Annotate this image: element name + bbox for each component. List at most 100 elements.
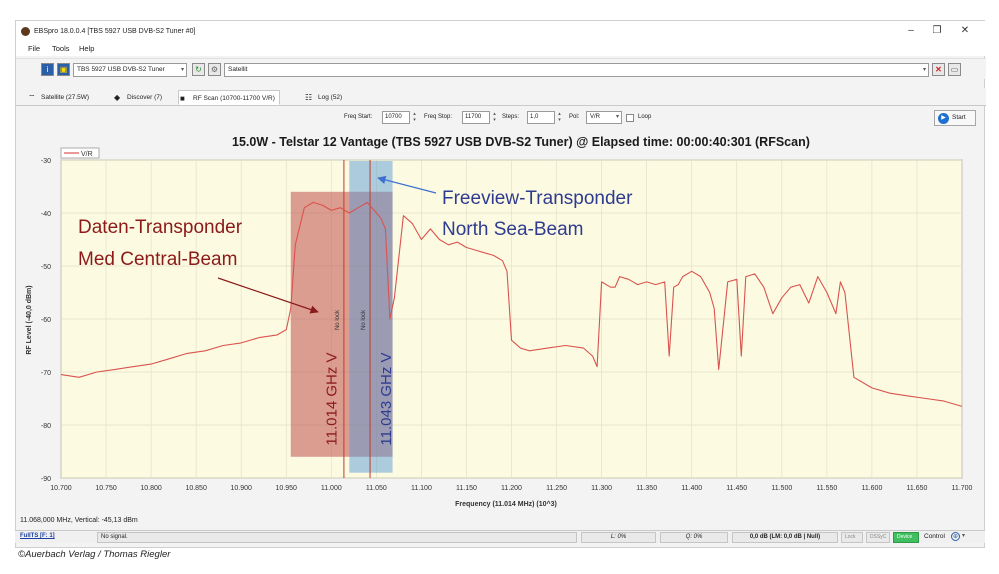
rf-scan-chart[interactable]: No lock 11.014 GHz V No lock 11.043 GHz V 1… bbox=[0, 128, 999, 523]
loop-label: Loop bbox=[638, 114, 652, 120]
y-tick-label: -90 bbox=[41, 476, 51, 483]
tuner-select-value: TBS 5927 USB DVB-S2 Tuner bbox=[77, 66, 165, 73]
freq-stop-stepper[interactable]: ▴ ▾ bbox=[493, 111, 496, 123]
minimize-button[interactable]: – bbox=[908, 25, 914, 36]
steps-label: Steps: bbox=[502, 114, 520, 120]
binoculars-icon: ◆ bbox=[114, 93, 121, 102]
close-button[interactable]: ✕ bbox=[960, 25, 970, 36]
control-dropdown-icon[interactable]: ⊕ bbox=[951, 532, 960, 541]
annotation-daten-line2: Med Central-Beam bbox=[78, 249, 237, 270]
x-tick-label: 11.500 bbox=[771, 485, 792, 492]
legend: V/R bbox=[60, 147, 100, 159]
freq-start-input[interactable]: 10700 bbox=[382, 111, 410, 124]
freq-start-stepper[interactable]: ▴ ▾ bbox=[413, 111, 416, 123]
x-tick-label: 10.950 bbox=[276, 485, 298, 492]
start-button-label: Start bbox=[952, 114, 966, 121]
x-tick-label: 11.250 bbox=[546, 485, 567, 492]
tuner-select[interactable]: TBS 5927 USB DVB-S2 Tuner ▾ bbox=[73, 63, 187, 77]
tab-label: Discover (7) bbox=[127, 94, 163, 101]
x-tick-label: 11.200 bbox=[501, 485, 522, 492]
x-tick-label: 11.650 bbox=[907, 485, 928, 492]
x-tick-label: 10.700 bbox=[50, 485, 72, 492]
snr-status: 0,0 dB (LM: 0,0 dB | Null) bbox=[732, 532, 838, 543]
x-tick-label: 11.000 bbox=[321, 485, 342, 492]
legend-box bbox=[60, 147, 100, 159]
y-tick-label: -30 bbox=[41, 158, 51, 165]
tab-rf-scan[interactable]: ■ RF Scan (10700-11700 V/R) bbox=[178, 90, 280, 105]
lock-icon[interactable]: ▣ bbox=[57, 63, 70, 76]
freq-stop-input[interactable]: 11700 bbox=[462, 111, 490, 124]
satellite-dish-icon: ⌔ bbox=[28, 93, 36, 102]
info-icon[interactable]: i bbox=[41, 63, 54, 76]
x-tick-label: 10.750 bbox=[95, 485, 117, 492]
x-tick-label: 11.550 bbox=[816, 485, 837, 492]
tab-bar: ⌔ Satellite (27.5W) ◆ Discover (7) ■ RF … bbox=[16, 88, 986, 106]
annotation-daten-line1: Daten-Transponder bbox=[78, 217, 243, 238]
menu-file[interactable]: File bbox=[28, 44, 41, 53]
y-tick-label: -70 bbox=[41, 370, 51, 377]
transponder-lock-status: No lock bbox=[335, 309, 341, 330]
cursor-readout: 11.068,000 MHz, Vertical: -45,13 dBm bbox=[20, 517, 138, 524]
tab-satellite[interactable]: ⌔ Satellite (27.5W) bbox=[27, 90, 89, 105]
start-button[interactable]: ▶ Start bbox=[934, 110, 976, 126]
x-tick-label: 11.150 bbox=[456, 485, 477, 492]
x-tick-label: 11.450 bbox=[726, 485, 747, 492]
transponder-frequency-label: 11.014 GHz V bbox=[324, 352, 341, 445]
save-icon[interactable]: ▭ bbox=[948, 63, 961, 76]
menu-bar: File Tools Help vlc ⌕ ⌕ ▮ ● ☰ ◂ ✎ bbox=[16, 41, 986, 74]
dssyc-indicator: DSSyC bbox=[866, 532, 890, 543]
chevron-down-icon: ▾ bbox=[615, 114, 619, 120]
x-tick-label: 10.850 bbox=[185, 485, 207, 492]
refresh-icon[interactable]: ↻ bbox=[192, 63, 205, 76]
delete-icon[interactable]: ✕ bbox=[932, 63, 945, 76]
signal-status: No signal. bbox=[97, 532, 577, 543]
x-tick-label: 11.350 bbox=[636, 485, 657, 492]
image-credit: ©Auerbach Verlag / Thomas Riegler bbox=[18, 549, 171, 560]
y-tick-label: -80 bbox=[41, 423, 51, 430]
tab-log[interactable]: ☷ Log (52) bbox=[304, 90, 342, 105]
fullts-link[interactable]: FullTS [F: 1] bbox=[20, 533, 55, 539]
transponder-bands: No lock 11.014 GHz V No lock 11.043 GHz V bbox=[290, 160, 395, 478]
annotation-freeview-arrow bbox=[377, 175, 437, 194]
steps-stepper[interactable]: ▴ ▾ bbox=[558, 111, 561, 123]
legend-label: V/R bbox=[81, 151, 93, 158]
y-axis-label: RF Level (-40,0 dBm) bbox=[26, 285, 33, 354]
freq-start-label: Freq Start: bbox=[344, 114, 373, 120]
monitor-icon: ■ bbox=[180, 94, 185, 103]
log-icon: ☷ bbox=[305, 93, 313, 102]
maximize-button[interactable]: ❐ bbox=[932, 25, 942, 36]
level-status: L: 0% bbox=[581, 532, 656, 543]
chevron-down-icon: ▾ bbox=[922, 67, 926, 73]
pol-select[interactable]: V/R ▾ bbox=[586, 111, 622, 124]
y-tick-label: -40 bbox=[41, 211, 51, 218]
tab-discover[interactable]: ◆ Discover (7) bbox=[113, 90, 162, 105]
menu-tools[interactable]: Tools bbox=[52, 44, 70, 53]
lock-indicator: Lock bbox=[841, 532, 863, 543]
annotation-daten-arrow bbox=[217, 277, 319, 314]
annotation-freeview-line1: Freeview-Transponder bbox=[442, 188, 633, 209]
y-tick-label: -60 bbox=[41, 317, 51, 324]
quality-status: Q: 0% bbox=[660, 532, 728, 543]
pol-label: Pol: bbox=[569, 114, 580, 120]
tuner-toolbar: i ▣ TBS 5927 USB DVB-S2 Tuner ▾ ↻ ⚙ Sate… bbox=[16, 58, 986, 79]
control-label: Control bbox=[924, 533, 945, 540]
series-layer bbox=[60, 201, 963, 407]
loop-checkbox[interactable] bbox=[626, 114, 634, 122]
x-axis-label: Frequency (11.014 MHz) (10^3) bbox=[455, 500, 557, 508]
annotation-freeview-line2: North Sea-Beam bbox=[442, 219, 584, 240]
window-title: EBSpro 18.0.0.4 [TBS 5927 USB DVB-S2 Tun… bbox=[34, 28, 196, 35]
x-tick-label: 11.400 bbox=[681, 485, 702, 492]
chevron-down-icon: ▾ bbox=[180, 67, 184, 73]
status-bar: FullTS [F: 1] No signal. L: 0% Q: 0% 0,0… bbox=[15, 530, 985, 543]
tab-label: RF Scan (10700-11700 V/R) bbox=[193, 95, 275, 102]
chevron-down-icon[interactable]: ▾ bbox=[962, 533, 966, 539]
steps-input[interactable]: 1,0 bbox=[527, 111, 555, 124]
x-tick-label: 11.700 bbox=[952, 485, 973, 492]
tab-label: Log (52) bbox=[318, 94, 343, 101]
source-select-value: Satellit bbox=[228, 66, 248, 73]
source-select[interactable]: Satellit ▾ bbox=[224, 63, 929, 77]
x-tick-label: 10.900 bbox=[230, 485, 252, 492]
settings-icon[interactable]: ⚙ bbox=[208, 63, 221, 76]
y-tick-label: -50 bbox=[41, 264, 51, 271]
menu-help[interactable]: Help bbox=[79, 44, 95, 53]
